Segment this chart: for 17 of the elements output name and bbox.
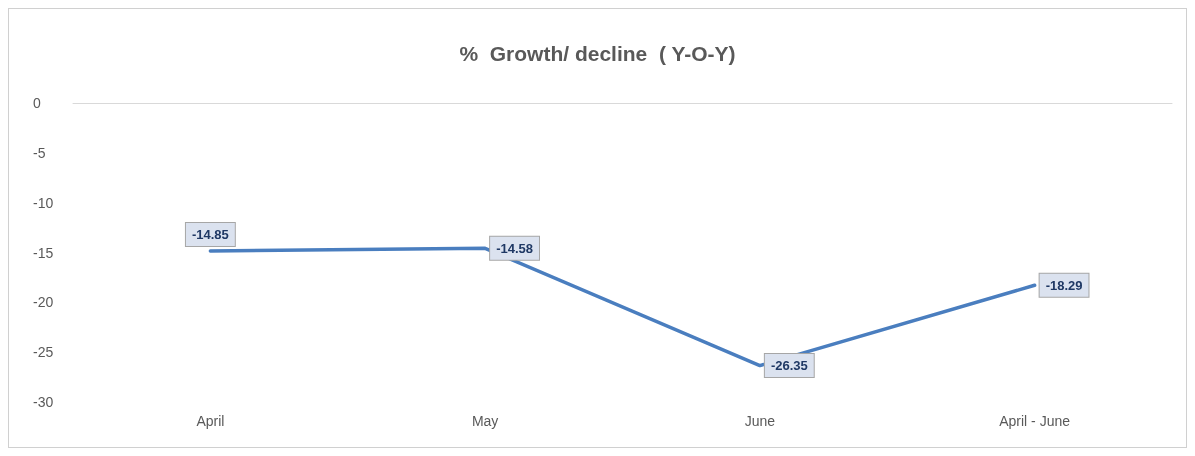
data-label: -14.58: [496, 240, 533, 256]
x-tick-label: April - June: [999, 413, 1071, 429]
x-tick-label: June: [744, 413, 776, 429]
x-tick-label: May: [471, 413, 499, 429]
chart-title: % Growth/ decline ( Y-O-Y): [459, 42, 736, 65]
y-tick-label: -15: [33, 244, 54, 261]
line-series: [208, 246, 1037, 368]
y-tick-label: -20: [33, 294, 54, 311]
data-label: -18.29: [1045, 277, 1083, 293]
y-tick-label: -25: [33, 344, 54, 361]
y-tick-label: -10: [33, 194, 54, 211]
x-tick-label: April: [196, 413, 225, 429]
y-tick-label: -30: [33, 394, 54, 410]
y-tick-label: 0: [33, 95, 41, 111]
y-tick-label: -5: [33, 144, 46, 161]
data-label: -14.85: [191, 227, 229, 243]
data-label: -26.35: [770, 358, 808, 374]
